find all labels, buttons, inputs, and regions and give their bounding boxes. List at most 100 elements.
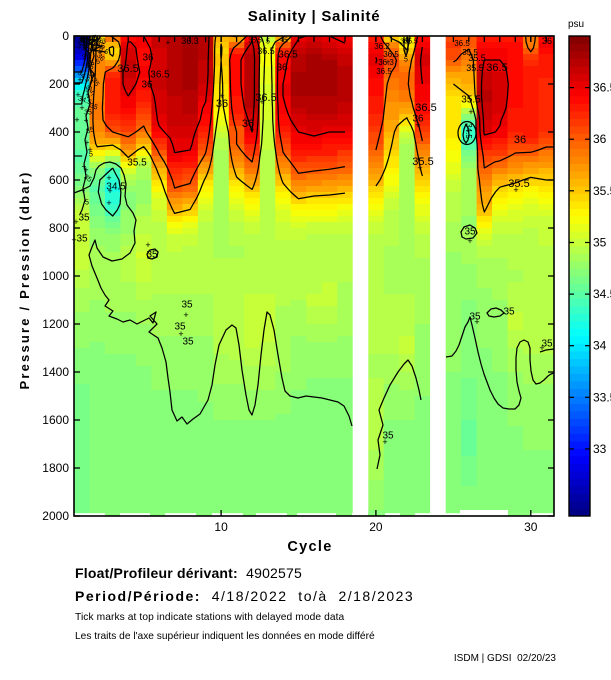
svg-text:+: +	[417, 163, 422, 173]
svg-text:3: 3	[404, 50, 408, 57]
svg-text:5: 5	[101, 44, 105, 51]
svg-text:36: 36	[412, 114, 424, 125]
svg-text:psu: psu	[568, 19, 584, 30]
svg-text:35: 35	[182, 337, 194, 348]
svg-text:36: 36	[94, 38, 105, 48]
svg-text:2000: 2000	[42, 509, 69, 523]
svg-text:+: +	[249, 125, 254, 135]
svg-text:35.5: 35.5	[127, 158, 147, 169]
svg-text:36.5: 36.5	[150, 70, 170, 81]
svg-text:Tick marks at top indicate sta: Tick marks at top indicate stations with…	[75, 612, 345, 623]
svg-text:20: 20	[369, 520, 383, 534]
svg-text:36: 36	[242, 118, 254, 130]
svg-text:600: 600	[49, 173, 69, 187]
svg-text:35: 35	[469, 312, 481, 323]
svg-text:+: +	[81, 186, 86, 195]
svg-text:+: +	[467, 236, 472, 246]
svg-text:+: +	[106, 198, 111, 208]
svg-text:Salinity | Salinité: Salinity | Salinité	[248, 8, 381, 25]
svg-text:35: 35	[90, 41, 101, 51]
svg-text:400: 400	[49, 125, 69, 139]
svg-text:+: +	[382, 437, 387, 447]
svg-text:+: +	[107, 186, 112, 196]
svg-text:+: +	[259, 97, 264, 107]
svg-text:36.5: 36.5	[593, 81, 611, 95]
svg-text:5: 5	[404, 57, 408, 64]
svg-text:36.5: 36.5	[376, 67, 392, 76]
svg-text:+: +	[145, 240, 150, 250]
svg-text:35.5: 35.5	[593, 184, 611, 198]
svg-text:35: 35	[382, 431, 394, 442]
svg-text:355: 355	[85, 35, 98, 44]
svg-text:35.5: 35.5	[248, 38, 262, 45]
svg-text:33: 33	[593, 442, 607, 456]
svg-text:34.5: 34.5	[77, 95, 92, 106]
svg-text:36: 36	[142, 53, 154, 64]
svg-text:36: 36	[88, 47, 97, 56]
svg-text:6.5: 6.5	[98, 45, 110, 56]
svg-text:35: 35	[85, 63, 94, 72]
svg-text:1000: 1000	[42, 269, 69, 283]
svg-text:1200: 1200	[42, 317, 69, 331]
svg-text:36.5: 36.5	[255, 92, 276, 104]
svg-text:34: 34	[593, 339, 607, 353]
svg-text:35.5: 35.5	[508, 178, 529, 190]
svg-text:3.5: 3.5	[76, 43, 88, 53]
svg-text:+: +	[84, 116, 89, 125]
svg-text:36.5: 36.5	[257, 46, 275, 56]
svg-text:+: +	[73, 217, 78, 227]
svg-text:10: 10	[214, 520, 228, 534]
svg-text:1400: 1400	[42, 365, 69, 379]
svg-text:+: +	[385, 57, 390, 67]
svg-text:+: +	[415, 120, 420, 130]
svg-text:36.5: 36.5	[454, 39, 470, 48]
svg-text:34: 34	[86, 70, 96, 80]
svg-text:35.5: 35.5	[412, 156, 433, 168]
svg-text:36.5: 36.5	[117, 63, 138, 75]
svg-text:3: 3	[102, 39, 106, 46]
svg-text:1800: 1800	[42, 461, 69, 475]
svg-text:36.5: 36.5	[278, 50, 298, 61]
svg-text:Period/Période: 4/18/2022 to: Period/Période: 4/18/2022 to/à 2/18/2023	[75, 588, 414, 604]
svg-text:35: 35	[503, 307, 515, 318]
svg-text:36.2: 36.2	[374, 42, 390, 51]
svg-text:+: +	[87, 145, 92, 155]
svg-text:+: +	[82, 162, 87, 171]
svg-text:+: +	[83, 165, 88, 175]
svg-text:+5: +5	[280, 38, 288, 45]
svg-text:+: +	[75, 90, 80, 100]
svg-text:34.5: 34.5	[593, 287, 611, 301]
svg-text:+: +	[79, 103, 84, 113]
svg-text:35: 35	[89, 40, 99, 50]
svg-text:5: 5	[89, 151, 93, 158]
svg-text:35: 35	[85, 126, 95, 135]
svg-text:+: +	[85, 138, 90, 147]
svg-text:36: 36	[141, 80, 153, 91]
svg-text:35: 35	[593, 236, 607, 250]
svg-text:35: 35	[541, 339, 553, 350]
svg-text:35: 35	[76, 234, 88, 245]
svg-text:+: +	[468, 107, 473, 117]
svg-text:36: 36	[79, 36, 88, 45]
svg-text:+: +	[74, 115, 79, 125]
svg-text:+: +	[77, 75, 82, 85]
svg-text:+: +	[539, 343, 544, 353]
svg-text:36: 36	[542, 36, 552, 46]
svg-text:1600: 1600	[42, 413, 69, 427]
svg-text:+: +	[178, 329, 183, 339]
svg-text:35: 35	[146, 250, 158, 261]
svg-text:35: 35	[82, 174, 92, 184]
svg-text:4.5: 4.5	[85, 89, 97, 101]
svg-text:30: 30	[524, 520, 538, 534]
svg-text:36: 36	[95, 52, 106, 63]
svg-text:35.5: 35.5	[466, 63, 484, 73]
svg-text:5.5: 5.5	[90, 58, 101, 67]
svg-text:36.5: 36.5	[383, 50, 399, 59]
svg-text:35: 35	[83, 84, 93, 94]
svg-text:+: +	[474, 317, 479, 327]
svg-text:35.5: 35.5	[461, 95, 481, 106]
svg-text:36: 36	[81, 52, 91, 61]
svg-text:35: 35	[89, 102, 99, 111]
svg-text:+: +	[98, 48, 103, 57]
svg-text:35: 35	[84, 110, 92, 117]
